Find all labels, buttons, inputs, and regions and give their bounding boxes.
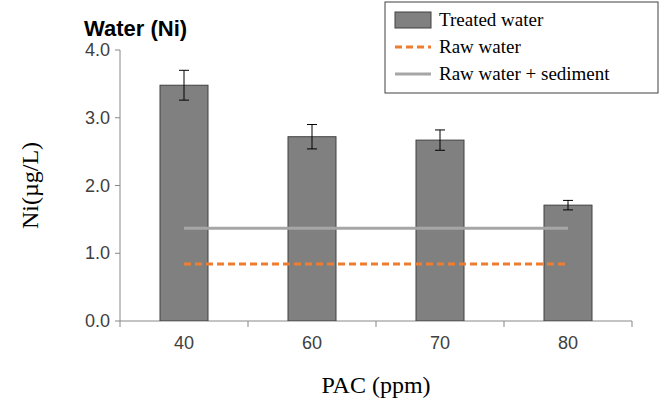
legend-swatch xyxy=(395,46,431,49)
error-bar xyxy=(179,70,189,100)
legend-frame xyxy=(385,2,658,93)
bar xyxy=(160,85,208,321)
y-tick-label: 4.0 xyxy=(85,40,110,60)
y-tick xyxy=(115,253,120,254)
plot-area xyxy=(160,70,592,321)
x-tick xyxy=(632,321,633,327)
legend-label: Raw water xyxy=(439,36,521,57)
x-tick-label: 60 xyxy=(302,333,322,353)
chart: 0.0 1.0 2.0 3.0 4.0 40 60 70 80 Water (Ni) PAC (pp… xyxy=(0,0,663,404)
legend-swatch xyxy=(395,73,431,76)
x-tick xyxy=(248,321,249,327)
y-tick-label: 1.0 xyxy=(85,243,110,263)
legend-swatch xyxy=(395,12,431,28)
error-stem xyxy=(440,130,441,150)
y-tick xyxy=(115,50,120,51)
error-cap xyxy=(179,100,189,101)
title: Water (Ni) xyxy=(84,16,187,41)
x-tick xyxy=(376,321,377,327)
x-tick-label: 80 xyxy=(558,333,578,353)
error-cap xyxy=(435,129,445,130)
bar xyxy=(416,140,464,321)
x-tick xyxy=(120,321,121,327)
error-stem xyxy=(312,125,313,149)
x-axis-label: PAC (ppm) xyxy=(321,372,430,398)
error-cap xyxy=(307,148,317,149)
line xyxy=(184,227,568,230)
y-tick xyxy=(115,185,120,186)
y-tick-label: 0.0 xyxy=(85,311,110,331)
y-axis-label: Ni(µg/L) xyxy=(17,142,43,229)
error-bar xyxy=(307,125,317,149)
error-stem xyxy=(568,200,569,209)
x-tick-label: 40 xyxy=(174,333,194,353)
legend: Treated water Raw water Raw water + sedime… xyxy=(385,2,658,93)
error-stem xyxy=(184,70,185,100)
y-tick-label: 2.0 xyxy=(85,176,110,196)
line xyxy=(184,263,568,266)
error-cap xyxy=(563,200,573,201)
error-cap xyxy=(563,209,573,210)
error-cap xyxy=(435,150,445,151)
legend-label: Raw water + sediment xyxy=(439,63,610,84)
error-bar xyxy=(563,200,573,209)
x-tick-label: 70 xyxy=(430,333,450,353)
error-bar xyxy=(435,130,445,150)
y-tick xyxy=(115,117,120,118)
y-tick xyxy=(115,321,120,322)
error-cap xyxy=(307,124,317,125)
error-cap xyxy=(179,70,189,71)
legend-label: Treated water xyxy=(439,9,544,30)
y-tick-label: 3.0 xyxy=(85,108,110,128)
x-tick xyxy=(504,321,505,327)
